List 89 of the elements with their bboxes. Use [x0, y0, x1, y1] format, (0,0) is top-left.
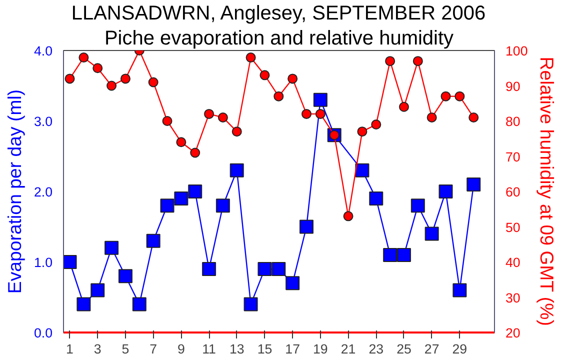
- point: [176, 137, 186, 148]
- chart-title: LLANSADWRN, Anglesey, SEPTEMBER 2006: [71, 2, 486, 24]
- x-tick-label: 11: [202, 342, 216, 356]
- y2-tick-label: 70: [506, 149, 520, 164]
- y-axis-title: Evaporation per day (ml): [4, 89, 25, 294]
- point: [315, 108, 326, 119]
- point: [371, 120, 382, 130]
- point: [64, 255, 77, 269]
- point: [90, 283, 105, 298]
- point: [452, 283, 467, 298]
- point: [398, 102, 409, 112]
- x-tick-label: 7: [150, 342, 158, 356]
- point: [466, 177, 481, 192]
- point: [162, 116, 172, 126]
- x-tick-label: 9: [177, 342, 185, 356]
- point: [426, 112, 437, 122]
- y2-tick-label: 100: [506, 44, 528, 58]
- y-tick-label: 3.0: [34, 114, 53, 129]
- x-tick-label: 19: [313, 342, 328, 356]
- point: [202, 262, 216, 276]
- point: [232, 126, 242, 137]
- y2-tick-label: 80: [506, 114, 520, 129]
- point: [188, 184, 202, 198]
- x-tick-label: 17: [285, 342, 300, 356]
- point: [300, 220, 314, 234]
- point: [288, 74, 298, 84]
- y-tick-label: 1.0: [34, 255, 53, 270]
- y2-tick-label: 90: [506, 78, 520, 94]
- x-tick-label: 5: [122, 342, 130, 356]
- y2-tick-label: 40: [506, 255, 520, 270]
- point: [64, 74, 75, 84]
- point: [204, 108, 214, 119]
- point: [343, 211, 354, 222]
- point: [230, 163, 244, 178]
- point: [357, 126, 368, 137]
- point: [132, 297, 146, 312]
- x-tick-label: 1: [66, 342, 74, 356]
- point: [118, 269, 132, 284]
- point: [274, 91, 284, 102]
- y-tick-label: 2.0: [34, 184, 53, 200]
- point: [92, 63, 103, 74]
- point: [424, 226, 439, 241]
- point: [146, 234, 160, 248]
- point: [412, 56, 423, 66]
- x-tick-label: 25: [396, 342, 412, 356]
- y-tick-label: 4.0: [34, 44, 53, 58]
- point: [454, 91, 465, 102]
- point: [260, 70, 270, 80]
- point: [355, 163, 370, 178]
- point: [438, 184, 453, 198]
- point: [258, 262, 272, 276]
- point: [302, 108, 312, 119]
- point: [78, 52, 89, 63]
- point: [369, 192, 384, 206]
- chart-subtitle: Piche evaporation and relative humidity: [104, 28, 454, 50]
- point: [410, 198, 425, 213]
- point: [104, 240, 119, 255]
- point: [76, 297, 91, 312]
- point: [218, 112, 228, 122]
- y2-tick-label: 20: [506, 326, 520, 340]
- point: [190, 148, 200, 158]
- point: [313, 92, 328, 107]
- point: [385, 56, 396, 66]
- x-tick-label: 27: [424, 342, 440, 356]
- point: [286, 276, 300, 290]
- y2-axis-title: Relative humidity at 09 GMT (%): [536, 56, 558, 326]
- x-tick-label: 3: [94, 342, 102, 356]
- x-tick-label: 23: [368, 342, 384, 356]
- point: [160, 198, 174, 213]
- point: [272, 262, 286, 276]
- x-tick-label: 15: [257, 342, 272, 356]
- point: [468, 112, 479, 122]
- point: [148, 77, 158, 88]
- y2-tick-label: 30: [506, 290, 520, 306]
- y2-tick-label: 60: [506, 184, 520, 200]
- point: [120, 74, 130, 84]
- x-tick-label: 29: [452, 342, 468, 356]
- x-tick-label: 13: [229, 342, 244, 356]
- point: [383, 248, 398, 262]
- point: [216, 198, 230, 213]
- point: [246, 52, 256, 63]
- point: [244, 297, 258, 312]
- y2-tick-label: 50: [506, 220, 520, 235]
- x-tick-label: 21: [340, 342, 356, 356]
- point: [396, 248, 411, 262]
- point: [106, 80, 117, 91]
- y-tick-label: 0.0: [34, 326, 53, 340]
- point: [440, 91, 451, 102]
- point: [174, 192, 188, 206]
